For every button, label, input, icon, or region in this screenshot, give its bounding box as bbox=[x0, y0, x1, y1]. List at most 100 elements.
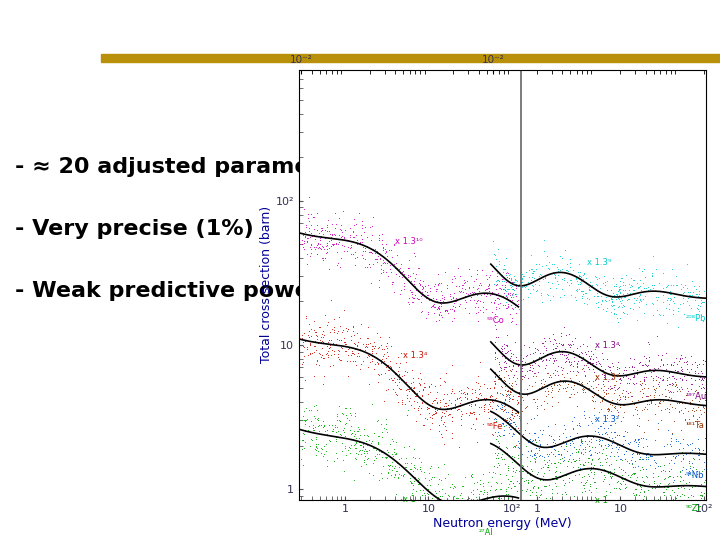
Point bbox=[396, 268, 408, 276]
Point bbox=[506, 379, 518, 387]
Point bbox=[606, 428, 617, 437]
Point bbox=[636, 473, 648, 482]
Point bbox=[572, 360, 583, 369]
Point bbox=[398, 442, 410, 451]
Point bbox=[434, 308, 446, 317]
Point bbox=[504, 270, 516, 279]
Point bbox=[586, 418, 598, 427]
Point bbox=[585, 464, 597, 473]
Point bbox=[573, 421, 585, 429]
Point bbox=[426, 462, 437, 470]
Point bbox=[620, 363, 631, 372]
Point bbox=[372, 357, 383, 366]
Point bbox=[483, 281, 495, 289]
Point bbox=[567, 266, 578, 274]
Point bbox=[630, 490, 642, 498]
Point bbox=[373, 450, 384, 458]
Point bbox=[414, 280, 426, 288]
Point bbox=[541, 252, 552, 260]
Point bbox=[671, 367, 683, 375]
Point bbox=[558, 453, 570, 461]
Point bbox=[649, 463, 661, 472]
Point bbox=[474, 296, 485, 305]
Point bbox=[667, 361, 679, 369]
Point bbox=[534, 384, 545, 393]
Point bbox=[375, 356, 387, 364]
Point bbox=[631, 481, 643, 489]
Point bbox=[559, 267, 571, 276]
Point bbox=[670, 435, 682, 443]
Point bbox=[335, 335, 346, 344]
Point bbox=[590, 375, 601, 383]
Point bbox=[529, 378, 541, 387]
Point bbox=[689, 296, 701, 305]
Point bbox=[564, 341, 575, 349]
Point bbox=[574, 260, 585, 268]
Point bbox=[453, 302, 464, 310]
Point bbox=[581, 475, 593, 484]
Point bbox=[539, 334, 550, 342]
Point bbox=[653, 494, 665, 503]
Point bbox=[619, 393, 631, 402]
Point bbox=[390, 369, 402, 377]
Point bbox=[631, 296, 642, 305]
Point bbox=[411, 464, 423, 473]
Point bbox=[552, 449, 564, 458]
Point bbox=[665, 455, 677, 464]
Point bbox=[408, 294, 420, 302]
Point bbox=[634, 453, 646, 462]
Point bbox=[398, 470, 410, 479]
Point bbox=[572, 420, 583, 429]
Point bbox=[391, 467, 402, 475]
Point bbox=[424, 464, 436, 472]
Point bbox=[446, 361, 458, 369]
Point bbox=[653, 507, 665, 515]
Point bbox=[629, 436, 640, 445]
Point bbox=[696, 493, 707, 502]
Point bbox=[534, 474, 546, 483]
Point bbox=[324, 436, 336, 445]
Point bbox=[444, 491, 455, 500]
Point bbox=[351, 454, 362, 463]
Point bbox=[348, 233, 359, 241]
Point bbox=[662, 483, 673, 491]
Point bbox=[680, 479, 692, 488]
Point bbox=[496, 352, 508, 360]
Point bbox=[595, 292, 607, 301]
Point bbox=[497, 382, 508, 391]
Point bbox=[671, 359, 683, 368]
Point bbox=[578, 383, 590, 391]
Point bbox=[455, 402, 467, 410]
Point bbox=[571, 274, 582, 283]
Point bbox=[577, 275, 588, 284]
Point bbox=[347, 356, 359, 365]
Point bbox=[646, 280, 657, 289]
Point bbox=[603, 362, 615, 371]
Point bbox=[654, 479, 665, 488]
Point bbox=[408, 249, 420, 258]
Point bbox=[537, 463, 549, 472]
Point bbox=[433, 303, 444, 312]
Point bbox=[423, 408, 435, 417]
Point bbox=[400, 357, 412, 366]
Point bbox=[652, 292, 663, 301]
Point bbox=[549, 336, 560, 345]
Point bbox=[467, 489, 479, 498]
Point bbox=[680, 418, 692, 427]
Point bbox=[534, 436, 545, 444]
Point bbox=[472, 296, 484, 305]
Point bbox=[638, 284, 649, 292]
Point bbox=[704, 380, 716, 389]
Point bbox=[310, 439, 322, 448]
Point bbox=[498, 285, 510, 293]
Point bbox=[617, 392, 629, 400]
Point bbox=[309, 445, 320, 454]
Point bbox=[676, 367, 688, 376]
Point bbox=[507, 373, 518, 381]
Point bbox=[606, 384, 617, 393]
Point bbox=[300, 376, 311, 384]
Point bbox=[448, 289, 459, 298]
Point bbox=[683, 478, 695, 487]
Point bbox=[451, 401, 463, 410]
Point bbox=[609, 386, 621, 394]
